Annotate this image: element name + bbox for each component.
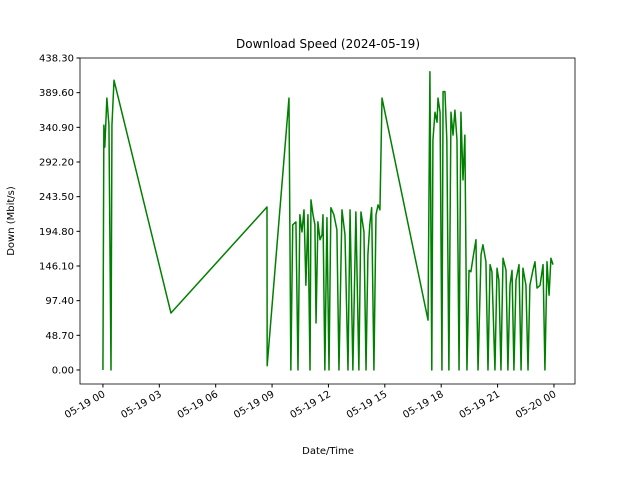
data-line: [102, 70, 554, 371]
x-tick-label: 05-20 00: [514, 389, 558, 421]
y-tick-label: 438.30: [39, 54, 74, 65]
x-tick-label: 05-19 06: [176, 389, 220, 421]
x-tick-label: 05-19 12: [288, 389, 332, 421]
y-tick-label: 0.00: [52, 365, 74, 376]
y-tick-label: 48.70: [45, 331, 74, 342]
y-tick-label: 340.90: [39, 123, 74, 134]
y-tick-label: 292.20: [39, 157, 74, 168]
x-tick-label: 05-19 09: [232, 389, 276, 421]
x-axis-label: Date/Time: [302, 446, 354, 457]
x-tick-label: 05-19 21: [458, 389, 502, 421]
chart-title: Download Speed (2024-05-19): [236, 37, 420, 51]
x-tick-label: 05-19 00: [63, 389, 107, 421]
y-tick-label: 194.80: [39, 227, 74, 238]
y-tick-label: 97.40: [45, 296, 74, 307]
y-tick-label: 389.60: [39, 88, 74, 99]
y-tick-label: 146.10: [39, 261, 74, 272]
x-tick-label: 05-19 15: [345, 389, 389, 421]
x-tick-label: 05-19 18: [401, 389, 445, 421]
y-axis-label: Down (Mbit/s): [6, 186, 17, 256]
y-tick-label: 243.50: [39, 192, 74, 203]
x-tick-label: 05-19 03: [119, 389, 163, 421]
plot-frame: [79, 57, 576, 385]
